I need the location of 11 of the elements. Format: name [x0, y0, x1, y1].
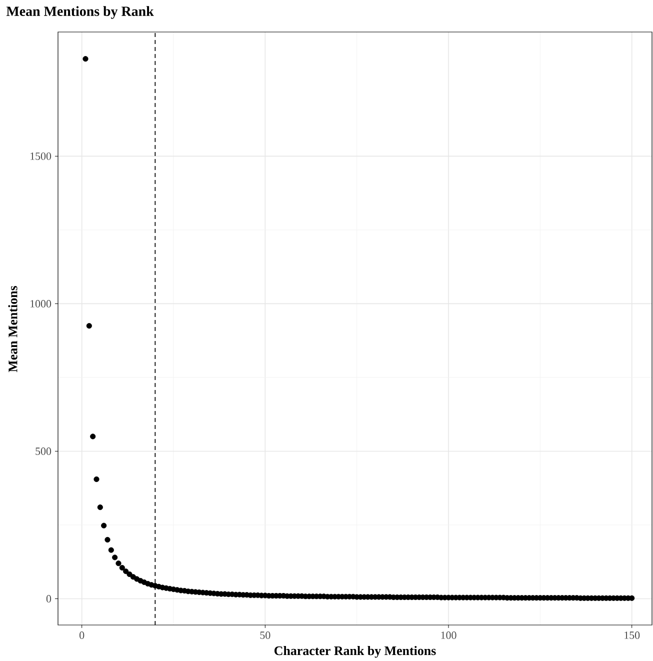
y-tick-label: 0 [46, 595, 52, 602]
y-tick-label: 500 [36, 448, 52, 455]
y-tick-label: 1000 [30, 300, 52, 308]
x-tick-label: 50 [260, 632, 270, 639]
x-tick-label: 150 [624, 632, 640, 639]
y-tick-label: 1500 [30, 152, 52, 160]
chart-title: Mean Mentions by Rank [6, 6, 154, 19]
x-axis-title: Character Rank by Mentions [274, 646, 436, 658]
x-tick-label: 0 [80, 632, 84, 639]
y-axis-title: Mean Mentions [8, 286, 18, 372]
x-tick-label: 100 [441, 632, 456, 639]
